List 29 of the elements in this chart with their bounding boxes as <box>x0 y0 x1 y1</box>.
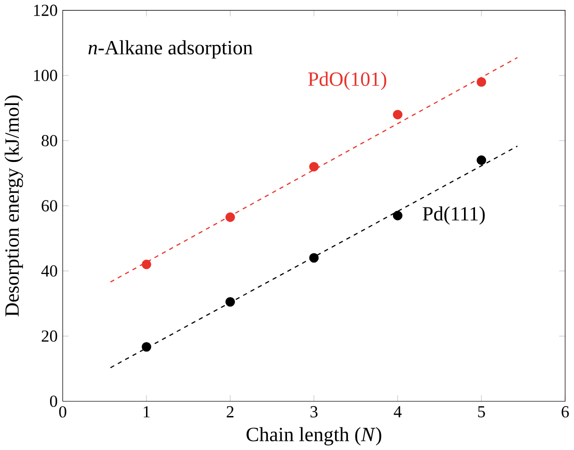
x-tick-label: 6 <box>562 406 569 418</box>
point <box>225 212 235 222</box>
x-tick-label: 4 <box>394 406 402 418</box>
point <box>309 253 319 263</box>
x-tick-label: 5 <box>478 406 485 418</box>
x-tick-label: 0 <box>59 406 66 418</box>
point <box>392 110 402 120</box>
point <box>142 342 152 352</box>
x-axis-title: Chain length (N) <box>246 427 382 446</box>
series-label: PdO(101) <box>308 72 386 90</box>
point <box>309 162 319 172</box>
y-axis-title: Desorption energy (kJ/mol) <box>4 95 23 316</box>
y-tick-label: 60 <box>42 200 58 212</box>
y-tick-label: 20 <box>42 330 58 342</box>
point <box>142 260 152 270</box>
point <box>225 297 235 307</box>
y-tick-label: 80 <box>42 134 58 146</box>
y-tick-label: 0 <box>50 396 58 407</box>
y-tick-label: 100 <box>34 70 58 82</box>
point <box>476 77 486 87</box>
x-tick-label: 3 <box>310 406 318 418</box>
annotation: n-Alkane adsorption <box>88 40 253 58</box>
point <box>392 210 402 220</box>
series-label: Pd(111) <box>422 206 485 225</box>
x-tick-label: 2 <box>226 406 234 418</box>
y-tick-label: 120 <box>34 4 58 16</box>
x-tick-label: 1 <box>144 406 150 418</box>
y-tick-label: 40 <box>41 265 58 277</box>
point <box>476 155 486 165</box>
